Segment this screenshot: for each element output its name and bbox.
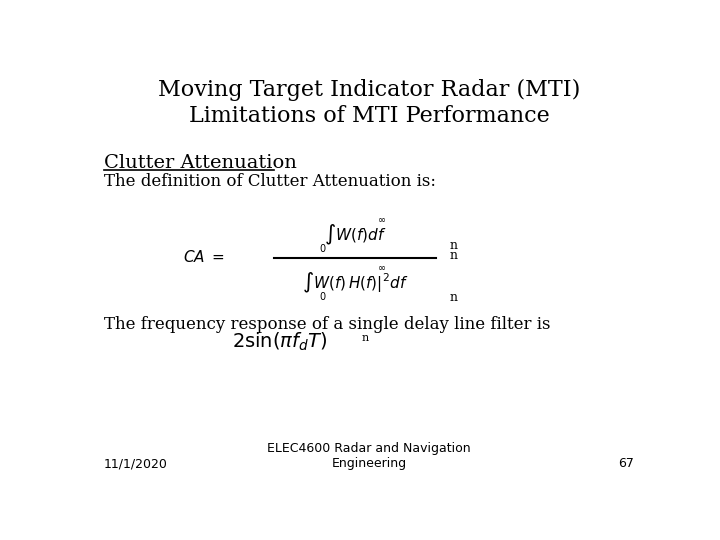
Text: The frequency response of a single delay line filter is: The frequency response of a single delay… bbox=[104, 316, 551, 333]
Text: $0$: $0$ bbox=[319, 242, 326, 254]
Text: $\int W(f)\,H(f)|^{2}df$: $\int W(f)\,H(f)|^{2}df$ bbox=[302, 271, 408, 295]
Text: ELEC4600 Radar and Navigation
Engineering: ELEC4600 Radar and Navigation Engineerin… bbox=[267, 442, 471, 470]
Text: n: n bbox=[450, 291, 458, 304]
Text: $CA\;=$: $CA\;=$ bbox=[183, 249, 224, 265]
Text: 11/1/2020: 11/1/2020 bbox=[104, 457, 168, 470]
Text: The definition of Clutter Attenuation is:: The definition of Clutter Attenuation is… bbox=[104, 173, 436, 190]
Text: Clutter Attenuation: Clutter Attenuation bbox=[104, 154, 297, 172]
Text: $\infty$: $\infty$ bbox=[377, 214, 387, 225]
Text: 67: 67 bbox=[618, 457, 634, 470]
Text: n: n bbox=[450, 249, 458, 262]
Text: Moving Target Indicator Radar (MTI)
Limitations of MTI Performance: Moving Target Indicator Radar (MTI) Limi… bbox=[158, 79, 580, 127]
Text: $\int W(f)df$: $\int W(f)df$ bbox=[324, 223, 387, 247]
Text: $0$: $0$ bbox=[319, 291, 326, 302]
Text: n: n bbox=[450, 239, 458, 252]
Text: n: n bbox=[361, 333, 369, 343]
Text: $\infty$: $\infty$ bbox=[377, 262, 387, 272]
Text: $2\sin(\pi f_d T)$: $2\sin(\pi f_d T)$ bbox=[232, 331, 328, 353]
